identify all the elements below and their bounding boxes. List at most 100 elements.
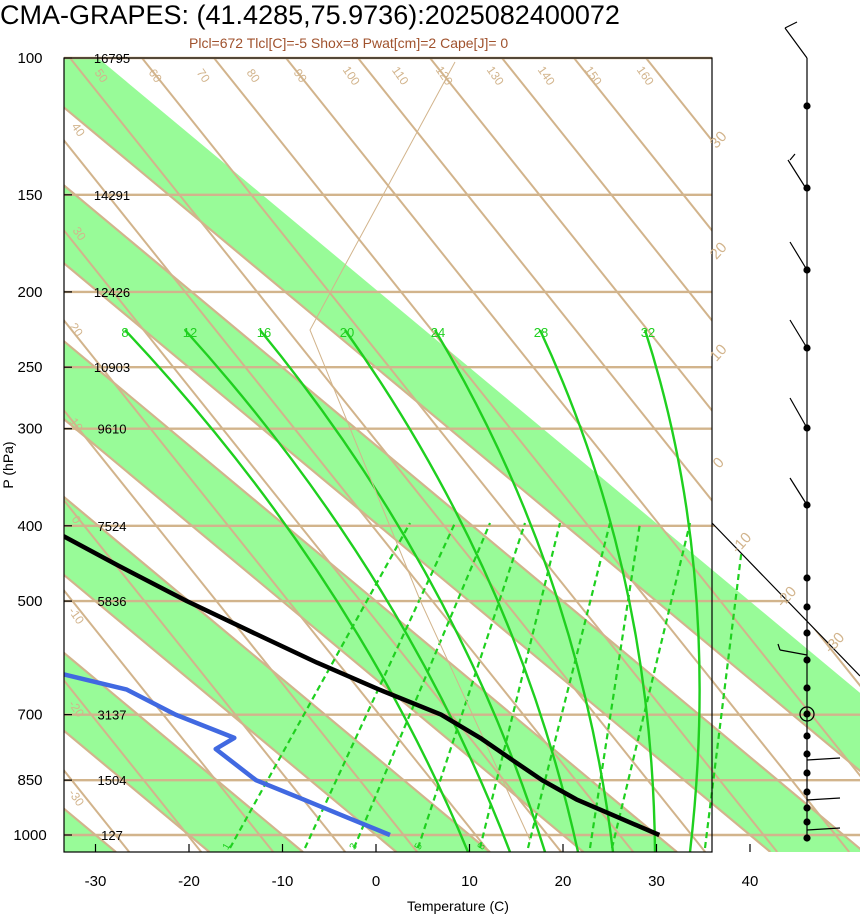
x-axis-title: Temperature (C) <box>407 898 509 914</box>
isotherm-line <box>64 58 772 852</box>
parcel-path-line <box>309 61 531 841</box>
y-tick-label: 250 <box>17 359 42 376</box>
mixing-ratio-label: 1 <box>221 841 234 852</box>
wind-level-dot <box>803 818 811 826</box>
moist-adiabat-label: 24 <box>431 325 445 340</box>
dry-adiabat-label: 140 <box>535 63 558 88</box>
moist-adiabat-label: 8 <box>121 325 128 340</box>
isotherm-line <box>64 58 585 852</box>
dry-adiabat-label: -30 <box>66 787 88 810</box>
dry-adiabat-line <box>573 58 860 852</box>
mixing-ratio-line <box>478 522 562 849</box>
dry-adiabat-label: 100 <box>340 63 363 88</box>
x-tick-label: -20 <box>178 873 200 890</box>
temperature-line <box>64 58 661 838</box>
height-label: 16795 <box>94 51 130 66</box>
wind-barb <box>789 397 808 429</box>
isotherm-label: -10 <box>728 529 755 556</box>
height-label: 127 <box>101 828 123 843</box>
mixing-ratio-label: 3 <box>348 841 361 852</box>
y-tick-label: 300 <box>17 421 42 438</box>
isotherm-band <box>64 58 860 852</box>
isotherm-label: -20 <box>773 583 800 610</box>
wind-level-dot <box>803 656 811 664</box>
wind-level-dot <box>803 769 811 777</box>
isotherm-line <box>64 58 860 852</box>
wind-level-dot <box>803 710 811 718</box>
mixing-ratio-line <box>352 522 492 849</box>
isotherm-line <box>64 58 398 852</box>
moist-adiabat-line <box>538 329 657 852</box>
isotherm-label: 20 <box>707 239 731 263</box>
wind-level-dot <box>803 750 811 758</box>
x-tick-label: 10 <box>461 873 478 890</box>
mixing-ratio-line <box>416 522 527 849</box>
isotherm-label: -30 <box>821 629 848 656</box>
moist-adiabat-label: 28 <box>534 325 548 340</box>
chart-subtitle: Plcl=672 Tlcl[C]=-5 Shox=8 Pwat[cm]=2 Ca… <box>189 35 509 51</box>
x-tick-label: 20 <box>555 873 572 890</box>
wind-barb <box>789 319 808 349</box>
wind-level-dot <box>803 574 811 582</box>
isotherm-line <box>64 58 491 852</box>
isotherm-label: 10 <box>707 341 731 365</box>
dry-adiabat-label: 130 <box>484 63 507 88</box>
wind-level-dot <box>803 804 811 812</box>
y-tick-label: 1000 <box>13 827 46 844</box>
dewpoint-line <box>64 58 391 838</box>
y-tick-label: 700 <box>17 707 42 724</box>
y-tick-label: 150 <box>17 187 42 204</box>
dry-adiabat-line <box>64 58 274 852</box>
moist-adiabat-label: 16 <box>257 325 271 340</box>
dry-adiabat-label: 70 <box>194 66 213 85</box>
isotherm-label: 30 <box>707 128 731 152</box>
height-label: 12426 <box>94 285 130 300</box>
dry-adiabat-line <box>64 58 490 852</box>
height-label: 10903 <box>94 360 130 375</box>
moist-adiabat-line <box>643 329 701 852</box>
wind-level-dot <box>803 684 811 692</box>
mixing-ratio-line <box>588 522 642 849</box>
moist-adiabat-label: 20 <box>340 325 354 340</box>
isotherm-band <box>64 58 677 852</box>
wind-barb <box>806 797 841 801</box>
dry-adiabat-line <box>64 58 562 852</box>
dry-adiabat-line <box>141 58 778 852</box>
moist-adiabat-label: 12 <box>183 325 197 340</box>
moist-adiabat-line <box>124 329 470 852</box>
height-label: 5836 <box>98 594 127 609</box>
plot-border <box>63 57 713 853</box>
x-tick-label: -10 <box>272 873 294 890</box>
wind-level-dot <box>803 788 811 796</box>
isotherm-line <box>64 58 678 852</box>
dry-adiabat-label: -10 <box>66 605 88 628</box>
y-tick-label: 500 <box>17 593 42 610</box>
y-tick-label: 200 <box>17 284 42 301</box>
dry-adiabat-line <box>213 58 850 852</box>
mixing-ratio-line <box>229 522 411 849</box>
height-label: 3137 <box>98 708 127 723</box>
mixing-ratio-label: 5 <box>413 841 426 852</box>
mixing-ratio-line <box>610 522 692 849</box>
dry-adiabat-line <box>357 58 860 852</box>
surface-level-marker <box>799 706 815 722</box>
dry-adiabat-line <box>285 58 860 852</box>
dry-adiabat-line <box>64 58 202 852</box>
x-tick-label: 0 <box>372 873 380 890</box>
dry-adiabat-line <box>64 58 346 852</box>
dry-adiabat-label: 110 <box>389 64 412 88</box>
wind-barb <box>784 21 808 59</box>
moist-adiabat-line <box>259 329 547 852</box>
chart-title: CMA-GRAPES: (41.4285,75.9736):2025082400… <box>0 0 620 30</box>
wind-barb-column <box>777 21 841 842</box>
y-tick-label: 100 <box>17 50 42 67</box>
wind-barb <box>777 643 808 656</box>
moist-adiabat-line <box>184 329 512 852</box>
x-tick-label: 30 <box>648 873 665 890</box>
mixing-ratio-label: 8 <box>476 841 489 852</box>
moist-adiabat-line <box>344 329 580 852</box>
wind-level-dot <box>803 102 811 110</box>
moist-adiabat-lines <box>124 329 701 852</box>
